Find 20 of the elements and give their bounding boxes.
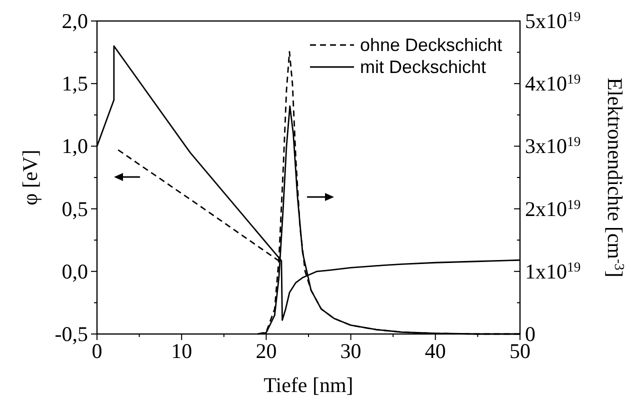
x-axis-title: Tiefe [nm] [264,373,354,397]
y2-tick-label: 3x10$^{19}$ [525,134,581,158]
y-tick-label: 0,5 [62,196,88,221]
x-tick-label: 0 [92,339,102,363]
y-tick-label: 1,0 [62,134,88,158]
x-tick-label: 30 [340,339,362,363]
x-tick-label: 20 [256,339,277,363]
legend-label: ohne Deckschicht [360,35,502,55]
y-tick-label: 1,5 [62,72,88,96]
y-tick-label: 2,0 [62,9,88,33]
y-tick-label: -0,5 [54,322,88,346]
y2-tick-label: 5x10$^{19}$ [525,8,581,33]
x-tick-label: 40 [424,339,446,363]
y2-tick-label: 2x10$^{19}$ [525,196,581,221]
x-tick-label: 10 [171,339,192,363]
legend-label: mit Deckschicht [360,57,486,77]
y-tick-label: 0,0 [62,259,88,284]
y2-tick-label: 1x10$^{19}$ [525,258,581,284]
y2-tick-label: 4x10$^{19}$ [525,71,581,96]
y-axis-title: φ [eV] [18,150,42,206]
